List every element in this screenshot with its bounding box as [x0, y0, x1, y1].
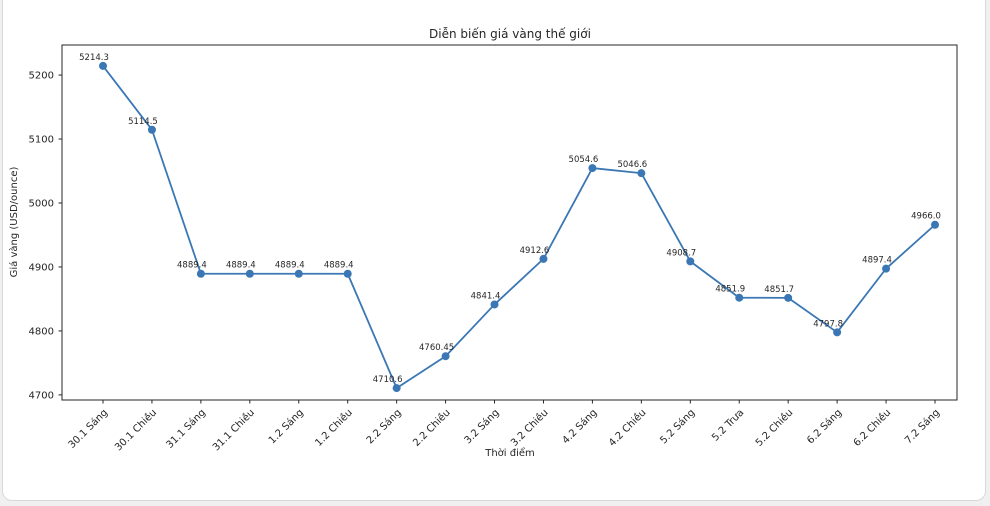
data-point-label: 4889.4 — [226, 261, 256, 271]
data-point-label: 5054.6 — [569, 155, 599, 165]
series-line — [102, 65, 936, 390]
data-point-marker — [686, 257, 695, 266]
axes-box — [61, 44, 958, 401]
x-tick-label: 4.2 Sáng — [560, 407, 600, 447]
data-point-label: 5046.6 — [617, 160, 647, 170]
data-point-label: 5114.5 — [128, 117, 158, 127]
data-point-marker — [392, 384, 401, 393]
y-tick-label: 4900 — [29, 262, 54, 273]
data-point-label: 4851.9 — [715, 285, 745, 295]
x-tick-label: 31.1 Chiều — [210, 407, 257, 454]
data-point-marker — [784, 293, 793, 302]
y-tick-label: 4800 — [29, 326, 54, 337]
y-tick-label: 5100 — [29, 135, 54, 146]
x-tick-label: 2.2 Chiều — [411, 407, 453, 449]
x-tick-label: 2.2 Sáng — [364, 407, 404, 447]
data-point-label: 4966.0 — [911, 212, 941, 222]
data-point-marker — [735, 293, 744, 302]
x-tick-label: 3.2 Chiều — [508, 407, 550, 449]
data-point-marker — [99, 61, 107, 70]
data-point-label: 5214.3 — [79, 53, 109, 63]
data-point-marker — [539, 254, 548, 263]
data-point-marker — [882, 264, 891, 273]
data-point-marker — [196, 269, 205, 278]
x-tick-label: 6.2 Chiều — [851, 407, 893, 449]
data-point-marker — [931, 220, 939, 229]
x-axis-label: Thời điểm — [484, 446, 535, 459]
data-point-label: 4760.45 — [419, 343, 454, 353]
y-tick-label: 5200 — [29, 71, 54, 82]
x-tick-label: 1.2 Sáng — [266, 407, 306, 447]
x-tick-label: 3.2 Sáng — [462, 407, 502, 447]
data-point-label: 4897.4 — [862, 256, 892, 266]
data-point-label: 4841.4 — [471, 291, 501, 301]
data-point-marker — [343, 269, 352, 278]
x-tick-label: 7.2 Sáng — [902, 407, 942, 447]
y-tick-label: 5000 — [29, 198, 54, 209]
data-point-marker — [147, 125, 156, 134]
x-tick-label: 6.2 Sáng — [804, 407, 844, 447]
x-tick-label: 30.1 Chiều — [112, 407, 159, 454]
data-point-marker — [833, 328, 842, 337]
x-tick-label: 5.2 Chiều — [753, 407, 795, 449]
data-point-label: 4851.7 — [764, 285, 794, 295]
y-tick-label: 4700 — [29, 390, 54, 401]
x-tick-label: 5.2 Sáng — [658, 407, 698, 447]
x-tick-label: 4.2 Chiều — [606, 407, 648, 449]
data-point-marker — [245, 269, 254, 278]
x-tick-label: 31.1 Sáng — [164, 407, 208, 451]
x-tick-label: 1.2 Chiều — [313, 407, 355, 449]
data-point-label: 4889.4 — [275, 261, 305, 271]
x-tick-label: 30.1 Sáng — [66, 407, 110, 451]
data-point-marker — [490, 300, 499, 309]
y-axis-label: Giá vàng (USD/ounce) — [8, 167, 20, 278]
data-point-marker — [637, 169, 646, 178]
chart-title: Diễn biến giá vàng thế giới — [429, 27, 591, 41]
x-tick-label: 5.2 Trưa — [710, 407, 746, 443]
data-point-label: 4889.4 — [177, 261, 207, 271]
data-point-label: 4912.6 — [520, 246, 550, 256]
data-point-label: 4889.4 — [324, 261, 354, 271]
plot-area: 4700 4800 4900 5000 5100 5200 30.1 Sáng 30.1 Ch… — [29, 44, 958, 454]
data-point-marker — [294, 269, 303, 278]
data-point-label: 4797.8 — [813, 319, 843, 329]
data-point-label: 4908.7 — [666, 248, 696, 258]
data-point-label: 4710.6 — [373, 375, 403, 385]
data-point-marker — [588, 164, 597, 173]
data-point-marker — [441, 352, 450, 361]
